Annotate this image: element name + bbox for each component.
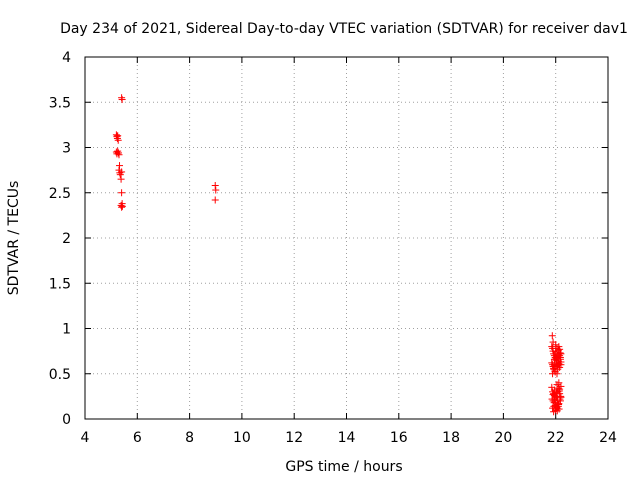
y-tick-label: 3 (62, 141, 71, 157)
x-tick-label: 22 (547, 430, 565, 446)
data-point (118, 96, 126, 104)
data-point (118, 94, 126, 102)
data-point (112, 131, 120, 139)
data-point (118, 203, 126, 211)
data-point (113, 133, 121, 141)
data-point (116, 169, 124, 177)
x-tick-labels: 4 6 8 10 12 14 16 18 20 22 24 (81, 430, 617, 446)
data-point (554, 351, 562, 359)
data-point (548, 343, 556, 351)
data-point (554, 362, 562, 370)
data-point (555, 360, 563, 368)
data-points (112, 94, 565, 416)
data-point (552, 399, 560, 407)
data-point (551, 367, 559, 375)
data-point (552, 354, 560, 362)
data-point (550, 391, 558, 399)
x-tick-label: 6 (133, 430, 142, 446)
data-point (114, 136, 122, 144)
data-point (548, 332, 556, 340)
data-point (118, 168, 126, 176)
x-tick-label: 10 (233, 430, 251, 446)
data-point (117, 201, 125, 209)
data-point (555, 379, 563, 387)
x-tick-label: 4 (81, 430, 90, 446)
y-tick-label: 2 (62, 231, 71, 247)
data-point (212, 186, 220, 194)
x-axis-label: GPS time / hours (285, 459, 402, 475)
y-tick-label: 3.5 (49, 95, 71, 111)
x-tick-label: 14 (338, 430, 356, 446)
data-point (548, 395, 556, 403)
x-tick-label: 16 (390, 430, 408, 446)
x-tick-label: 12 (285, 430, 303, 446)
x-tick-label: 8 (185, 430, 194, 446)
y-tick-label: 1.5 (49, 276, 71, 292)
data-point (114, 149, 122, 157)
data-point (115, 151, 123, 159)
data-point (557, 393, 565, 401)
y-tick-label: 1 (62, 322, 71, 338)
data-point (556, 345, 564, 353)
data-point (556, 349, 564, 357)
x-tick-label: 18 (442, 430, 460, 446)
data-point (116, 162, 124, 170)
data-point (556, 390, 564, 398)
data-point (553, 407, 561, 415)
data-point (550, 408, 558, 416)
y-tick-label: 4 (62, 50, 71, 66)
data-point (549, 338, 557, 346)
data-point (211, 196, 219, 204)
y-tick-label: 0.5 (49, 367, 71, 383)
data-point (553, 353, 561, 361)
x-tick-label: 20 (494, 430, 512, 446)
y-tick-labels: 0 0.5 1 1.5 2 2.5 3 3.5 4 (49, 50, 71, 428)
y-axis-label: SDTVAR / TECUs (6, 181, 22, 296)
data-point (117, 175, 125, 183)
chart-title: Day 234 of 2021, Sidereal Day-to-day VTE… (60, 21, 628, 37)
data-point (118, 189, 126, 197)
data-point (118, 202, 126, 210)
data-point (114, 132, 122, 140)
y-tick-label: 2.5 (49, 186, 71, 202)
y-tick-label: 0 (62, 412, 71, 428)
grid (85, 57, 608, 419)
x-tick-label: 24 (599, 430, 617, 446)
data-point (553, 381, 561, 389)
plot-frame (84, 56, 609, 420)
data-point (555, 400, 563, 408)
data-point (114, 147, 122, 155)
data-point (211, 182, 219, 190)
